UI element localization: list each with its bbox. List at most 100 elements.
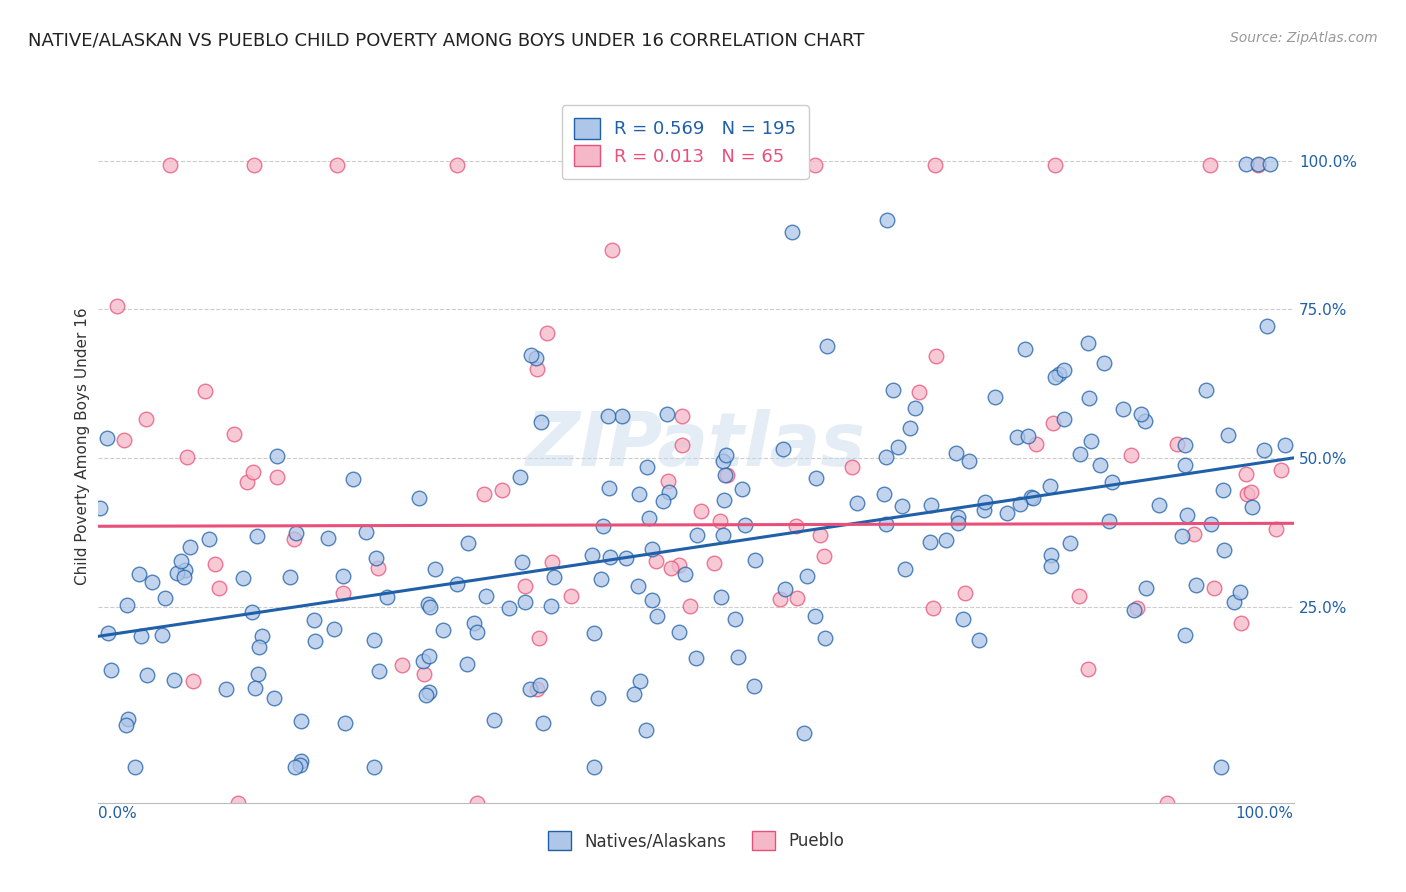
Point bbox=[1126, 600, 1149, 615]
Point bbox=[898, 420, 921, 434]
Point bbox=[945, 446, 967, 460]
Legend: Natives/Alaskans, Pueblo: Natives/Alaskans, Pueblo bbox=[540, 822, 852, 859]
Point bbox=[1229, 585, 1251, 599]
Point bbox=[250, 629, 273, 643]
Point bbox=[527, 631, 550, 645]
Point bbox=[97, 626, 120, 640]
Point bbox=[623, 687, 645, 701]
Point bbox=[814, 631, 837, 645]
Point bbox=[775, 582, 797, 596]
Point bbox=[711, 528, 734, 542]
Point bbox=[1077, 336, 1099, 351]
Point bbox=[432, 623, 454, 637]
Point bbox=[415, 688, 437, 702]
Point bbox=[845, 496, 868, 510]
Point bbox=[366, 550, 388, 565]
Point bbox=[1174, 627, 1197, 641]
Point bbox=[1022, 491, 1045, 505]
Point bbox=[1156, 796, 1178, 810]
Point bbox=[894, 562, 917, 576]
Point bbox=[1236, 486, 1258, 500]
Point bbox=[612, 409, 634, 423]
Point bbox=[565, 158, 588, 172]
Point bbox=[446, 576, 468, 591]
Point bbox=[166, 566, 188, 580]
Point bbox=[1265, 523, 1288, 537]
Point bbox=[519, 681, 541, 696]
Point bbox=[768, 592, 790, 607]
Point bbox=[1043, 369, 1066, 384]
Point bbox=[208, 581, 231, 595]
Point bbox=[1166, 437, 1188, 451]
Point bbox=[89, 501, 111, 516]
Point bbox=[423, 562, 446, 576]
Point bbox=[153, 591, 176, 605]
Point bbox=[1247, 156, 1270, 170]
Point bbox=[560, 589, 582, 603]
Point bbox=[333, 716, 356, 731]
Point bbox=[173, 570, 195, 584]
Point bbox=[638, 511, 661, 525]
Point bbox=[796, 569, 818, 583]
Point bbox=[1234, 156, 1257, 170]
Point bbox=[117, 712, 139, 726]
Point bbox=[673, 567, 696, 582]
Point bbox=[935, 533, 957, 547]
Point bbox=[1069, 447, 1091, 461]
Point bbox=[686, 527, 709, 541]
Point bbox=[671, 409, 693, 423]
Point bbox=[922, 601, 945, 615]
Point bbox=[100, 664, 122, 678]
Point bbox=[685, 651, 707, 665]
Point bbox=[641, 541, 664, 556]
Point bbox=[263, 691, 285, 706]
Point bbox=[714, 448, 737, 462]
Point bbox=[709, 514, 731, 528]
Point bbox=[1170, 529, 1192, 543]
Point bbox=[727, 649, 749, 664]
Point bbox=[304, 634, 326, 648]
Point bbox=[1256, 319, 1278, 334]
Point bbox=[589, 572, 612, 586]
Point bbox=[467, 796, 489, 810]
Point bbox=[515, 595, 537, 609]
Point bbox=[173, 563, 195, 577]
Point bbox=[1175, 508, 1198, 523]
Point bbox=[418, 685, 440, 699]
Point bbox=[181, 673, 204, 688]
Point bbox=[288, 758, 311, 772]
Point bbox=[651, 493, 673, 508]
Point bbox=[524, 351, 547, 365]
Point bbox=[266, 449, 288, 463]
Point bbox=[804, 158, 827, 172]
Point bbox=[197, 532, 219, 546]
Point bbox=[1253, 443, 1275, 458]
Point bbox=[1019, 490, 1042, 504]
Point bbox=[163, 673, 186, 687]
Point bbox=[1174, 458, 1197, 472]
Point bbox=[1216, 428, 1239, 442]
Point bbox=[924, 158, 946, 172]
Point bbox=[599, 550, 621, 565]
Point bbox=[1039, 479, 1062, 493]
Text: 100.0%: 100.0% bbox=[1236, 806, 1294, 822]
Point bbox=[713, 493, 735, 508]
Point bbox=[129, 629, 152, 643]
Point bbox=[457, 535, 479, 549]
Point bbox=[141, 575, 163, 590]
Point bbox=[513, 579, 536, 593]
Point bbox=[969, 633, 991, 648]
Point bbox=[107, 299, 129, 313]
Point bbox=[596, 409, 619, 423]
Y-axis label: Child Poverty Among Boys Under 16: Child Poverty Among Boys Under 16 bbox=[75, 307, 90, 585]
Point bbox=[592, 518, 614, 533]
Point bbox=[907, 384, 929, 399]
Point bbox=[412, 667, 434, 681]
Point bbox=[136, 668, 159, 682]
Point bbox=[367, 561, 389, 575]
Point bbox=[1047, 367, 1070, 381]
Point bbox=[526, 681, 548, 696]
Point bbox=[283, 532, 305, 546]
Point bbox=[668, 625, 690, 640]
Point bbox=[657, 474, 679, 488]
